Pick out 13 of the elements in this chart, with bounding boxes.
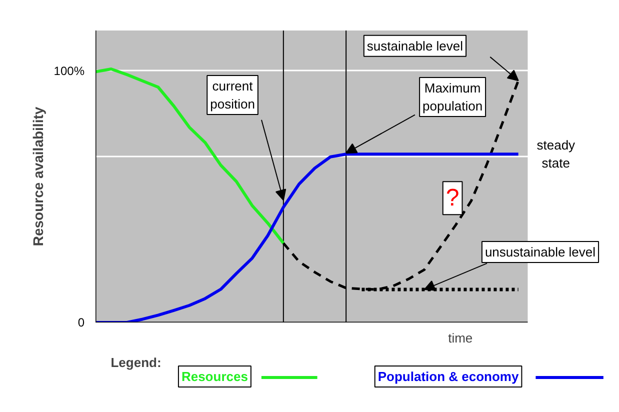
text: Population & economy — [378, 369, 520, 384]
annotation: current position — [210, 78, 255, 112]
legend-title: Legend: — [110, 355, 162, 370]
y-tick-label: 100% — [54, 64, 85, 78]
annotation: sustainable level — [366, 38, 464, 54]
text: steady state — [536, 137, 576, 170]
legend-label: Resources — [181, 369, 248, 384]
y-axis-title: Resource availability — [30, 106, 46, 246]
y-tick-label: 0 — [78, 316, 85, 330]
annotation: Maximum population — [422, 80, 483, 114]
annotation: unsustainable level — [484, 244, 596, 260]
annotation: ? — [446, 184, 460, 212]
x-axis-title: time — [448, 330, 473, 346]
